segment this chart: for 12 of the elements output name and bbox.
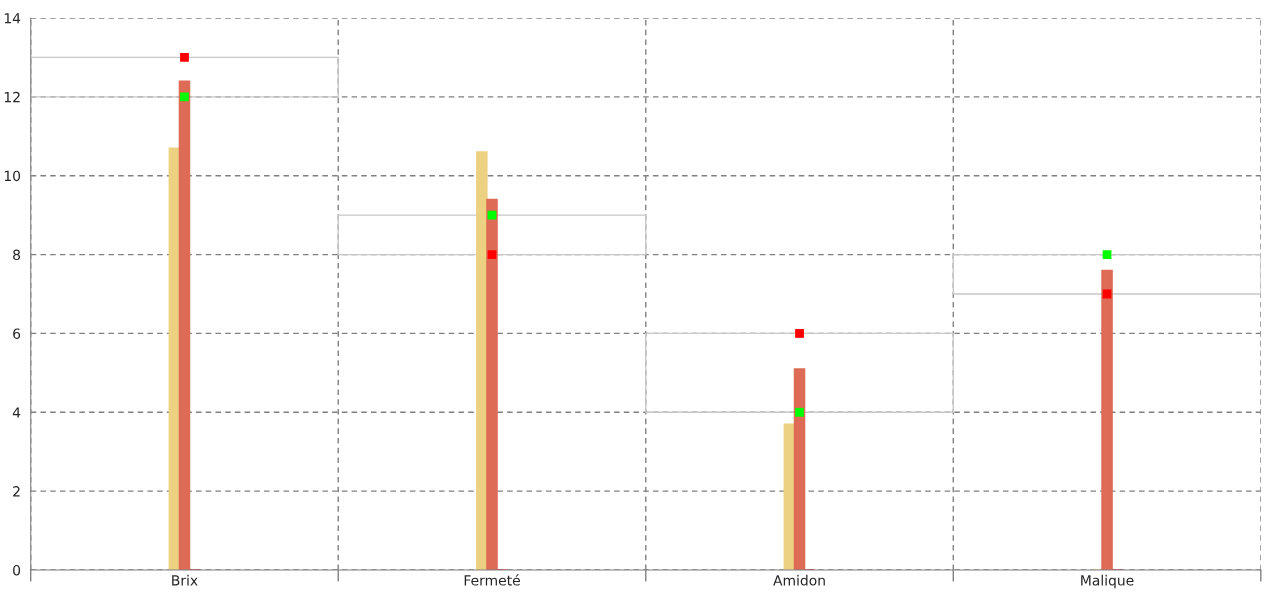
x-tick-label: Fermeté — [464, 574, 520, 586]
y-tick-label: 2 — [13, 486, 20, 497]
y-tick-label: 6 — [13, 328, 21, 339]
y-tick-label: 14 — [4, 13, 21, 24]
x-tick-label: Malique — [1081, 574, 1134, 589]
y-tick-label: 10 — [4, 170, 21, 182]
x-tick-label: Brix — [172, 574, 198, 586]
y-tick-label: 12 — [4, 91, 20, 103]
y-tick-label: 8 — [13, 249, 21, 261]
y-tick-label: 0 — [13, 564, 21, 576]
y-tick-label: 4 — [12, 407, 21, 418]
x-tick-label: Amidon — [773, 574, 825, 586]
